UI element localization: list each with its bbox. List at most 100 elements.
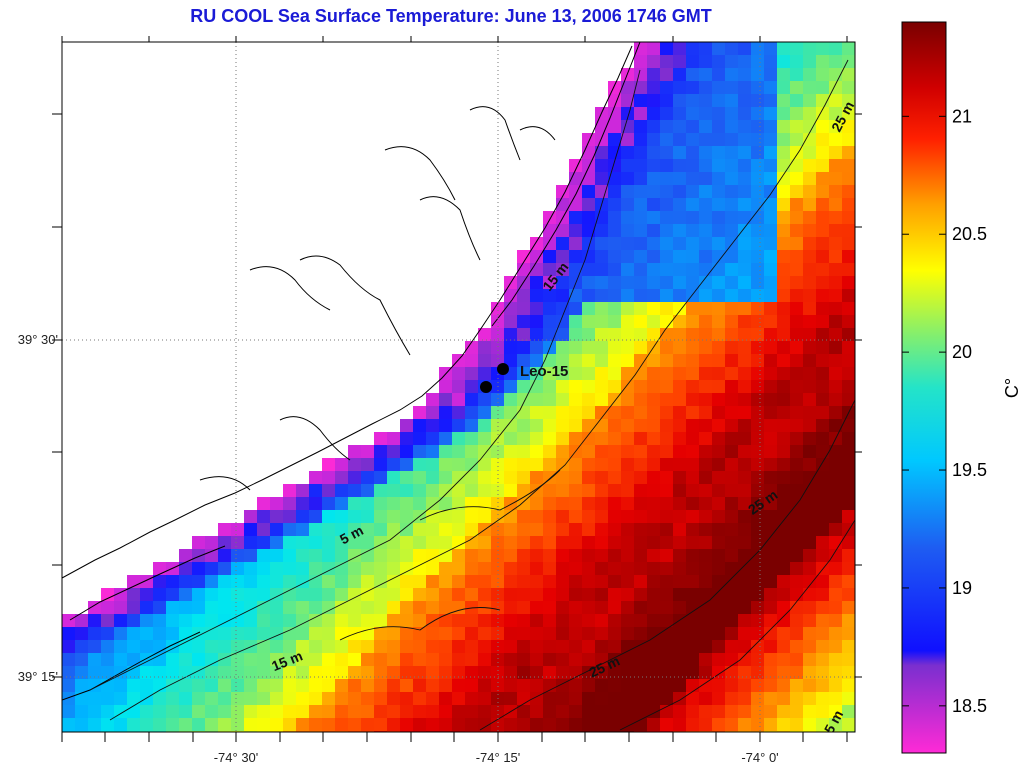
sst-cell <box>816 120 829 133</box>
sst-cell <box>88 653 101 666</box>
sst-cell <box>634 588 647 601</box>
sst-cell <box>426 601 439 614</box>
sst-cell <box>296 692 309 705</box>
sst-cell <box>413 666 426 679</box>
sst-cell <box>413 588 426 601</box>
sst-cell <box>426 536 439 549</box>
sst-cell <box>569 224 582 237</box>
sst-cell <box>413 536 426 549</box>
sst-cell <box>205 614 218 627</box>
sst-cell <box>452 458 465 471</box>
sst-cell <box>686 224 699 237</box>
sst-cell <box>478 679 491 692</box>
sst-cell <box>283 562 296 575</box>
sst-cell <box>764 575 777 588</box>
sst-cell <box>530 354 543 367</box>
sst-cell <box>530 562 543 575</box>
sst-cell <box>712 211 725 224</box>
sst-cell <box>790 458 803 471</box>
map-border <box>61 41 856 733</box>
sst-cell <box>465 484 478 497</box>
sst-cell <box>725 419 738 432</box>
sst-cell <box>348 692 361 705</box>
sst-cell <box>582 627 595 640</box>
sst-cell <box>582 653 595 666</box>
sst-cell <box>751 68 764 81</box>
sst-cell <box>673 666 686 679</box>
sst-cell <box>387 679 400 692</box>
sst-cell <box>309 640 322 653</box>
sst-cell <box>634 276 647 289</box>
sst-cell <box>543 562 556 575</box>
sst-cell <box>543 328 556 341</box>
sst-cell <box>621 263 634 276</box>
sst-cell <box>205 679 218 692</box>
sst-cell <box>764 289 777 302</box>
station-marker <box>497 363 509 375</box>
sst-cell <box>621 406 634 419</box>
sst-cell <box>491 575 504 588</box>
sst-cell <box>556 471 569 484</box>
sst-cell <box>647 419 660 432</box>
sst-cell <box>452 692 465 705</box>
sst-cell <box>686 510 699 523</box>
sst-cell <box>686 159 699 172</box>
sst-cell <box>296 549 309 562</box>
sst-cell <box>816 198 829 211</box>
sst-cell <box>543 289 556 302</box>
sst-cell <box>777 653 790 666</box>
sst-cell <box>127 718 140 731</box>
sst-cell <box>725 484 738 497</box>
sst-cell <box>595 393 608 406</box>
sst-cell <box>569 601 582 614</box>
sst-cell <box>569 263 582 276</box>
sst-cell <box>712 653 725 666</box>
sst-cell <box>686 614 699 627</box>
sst-cell <box>673 484 686 497</box>
sst-cell <box>673 679 686 692</box>
sst-cell <box>699 471 712 484</box>
sst-cell <box>192 653 205 666</box>
sst-cell <box>829 523 842 536</box>
sst-cell <box>75 614 88 627</box>
sst-cell <box>231 549 244 562</box>
sst-cell <box>699 731 712 732</box>
sst-cell <box>712 263 725 276</box>
sst-cell <box>712 627 725 640</box>
sst-cell <box>673 159 686 172</box>
sst-cell <box>738 68 751 81</box>
sst-cell <box>582 679 595 692</box>
sst-cell <box>140 705 153 718</box>
sst-cell <box>530 627 543 640</box>
sst-cell <box>335 614 348 627</box>
sst-cell <box>387 731 400 732</box>
sst-cell <box>712 302 725 315</box>
sst-cell <box>439 536 452 549</box>
sst-cell <box>725 276 738 289</box>
sst-cell <box>842 471 855 484</box>
sst-cell <box>699 276 712 289</box>
sst-cell <box>283 588 296 601</box>
sst-cell <box>387 497 400 510</box>
sst-cell <box>725 406 738 419</box>
sst-cell <box>595 263 608 276</box>
sst-cell <box>426 718 439 731</box>
sst-cell <box>491 419 504 432</box>
sst-cell <box>621 380 634 393</box>
sst-cell <box>829 133 842 146</box>
sst-cell <box>699 159 712 172</box>
sst-cell <box>192 640 205 653</box>
sst-cell <box>595 666 608 679</box>
sst-cell <box>348 705 361 718</box>
sst-cell <box>621 393 634 406</box>
sst-cell <box>634 159 647 172</box>
sst-cell <box>374 471 387 484</box>
sst-cell <box>517 484 530 497</box>
sst-cell <box>465 627 478 640</box>
sst-cell <box>621 484 634 497</box>
sst-cell <box>205 705 218 718</box>
sst-cell <box>673 42 686 55</box>
sst-cell <box>374 692 387 705</box>
sst-cell <box>764 536 777 549</box>
sst-cell <box>660 497 673 510</box>
